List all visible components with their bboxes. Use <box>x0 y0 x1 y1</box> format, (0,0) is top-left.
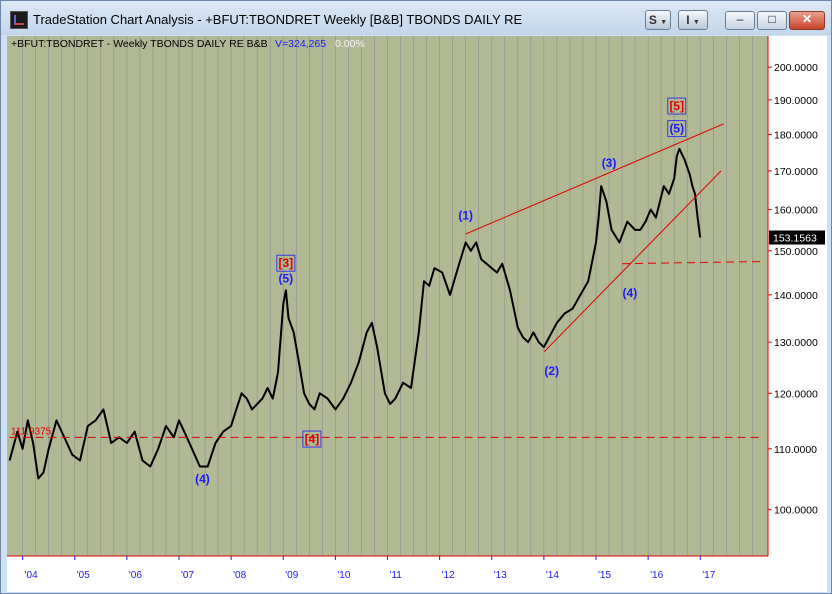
minimize-button[interactable]: – <box>725 11 755 30</box>
indicator-i-button[interactable]: I ▼ <box>678 10 708 30</box>
window-title: TradeStation Chart Analysis - +BFUT:TBON… <box>33 12 523 27</box>
symbol-label: +BFUT:TBONDRET - Weekly TBONDS DAILY RE … <box>11 38 268 50</box>
wave-annotations: (4) [3] (5) [4] (1) (2) (3) (4) [5] (5) <box>195 97 687 486</box>
wave-label-box <box>667 97 687 115</box>
y-tick-label: 180.0000 <box>774 129 818 141</box>
wave-label-box <box>276 254 296 272</box>
trendlines: 111.9375 <box>9 123 763 438</box>
y-tick-label: 120.0000 <box>774 388 818 400</box>
y-axis: 100.0000 110.0000 120.0000 130.0000 140.0000… <box>7 36 827 592</box>
wave-label: (4) <box>195 472 210 486</box>
x-tick-label: '13 <box>494 570 507 581</box>
x-tick-label: '12 <box>442 570 455 581</box>
chevron-down-icon: ▼ <box>692 19 700 26</box>
tradestation-app-icon <box>10 11 28 29</box>
y-tick-label: 100.0000 <box>774 505 818 517</box>
volume-label: V=324,265 <box>275 38 326 50</box>
x-tick-label: '11 <box>390 570 403 581</box>
wave-label-box <box>302 430 322 448</box>
x-tick-label: '16 <box>650 570 663 581</box>
last-price-badge <box>769 230 825 245</box>
maximize-button[interactable]: □ <box>757 11 787 30</box>
chart-header: +BFUT:TBONDRET - Weekly TBONDS DAILY RE … <box>11 38 365 50</box>
wave-label: [4] <box>305 432 320 446</box>
wave-label: [3] <box>279 256 294 270</box>
change-label: 0.00% <box>335 38 365 50</box>
wave-label: (2) <box>544 364 559 378</box>
y-tick-label: 160.0000 <box>774 205 818 217</box>
x-tick-label: '06 <box>129 570 142 581</box>
strategy-s-button[interactable]: S ▼ <box>645 10 671 30</box>
x-tick-label: '04 <box>25 570 38 581</box>
trendline <box>543 170 722 353</box>
y-tick-label: 200.0000 <box>774 62 818 74</box>
wave-label: (4) <box>623 286 638 300</box>
price-series <box>8 147 702 480</box>
wave-label: (1) <box>458 209 473 223</box>
x-tick-label: '09 <box>285 570 298 581</box>
y-tick-label: 190.0000 <box>774 95 818 107</box>
y-tick-label: 150.0000 <box>774 246 818 258</box>
y-axis-background <box>768 36 827 592</box>
trendline <box>465 123 724 235</box>
price-line <box>8 147 702 480</box>
x-tick-label: '08 <box>233 570 246 581</box>
last-price-label: 153.1563 <box>773 233 817 245</box>
i-button-label: I <box>686 13 690 27</box>
chevron-down-icon: ▼ <box>660 19 668 26</box>
x-tick-label: '07 <box>181 570 194 581</box>
chart-area[interactable]: 111.9375 100.0000 110.0000 120.0000 130.000… <box>7 36 827 592</box>
wave-label: (3) <box>602 156 617 170</box>
x-axis: '04 '05 '06 '07 '08 '09 '10 '11 '12 '13 '14 '15 '16 '… <box>7 555 768 581</box>
level-price-label: 111.9375 <box>11 426 52 437</box>
y-tick-label: 130.0000 <box>774 337 818 349</box>
wave-label: (5) <box>279 272 294 286</box>
wave-label: [5] <box>669 99 684 113</box>
y-tick-label: 110.0000 <box>774 444 817 456</box>
y-tick-label: 170.0000 <box>774 166 818 178</box>
s-button-label: S <box>648 13 657 27</box>
price-chart[interactable]: 111.9375 100.0000 110.0000 120.0000 130.000… <box>7 36 827 592</box>
x-tick-label: '14 <box>546 570 559 581</box>
x-tick-label: '17 <box>702 570 715 581</box>
x-tick-label: '05 <box>77 570 90 581</box>
x-axis-background <box>7 556 768 592</box>
support-level-line <box>622 261 763 265</box>
wave-label: (5) <box>669 122 684 136</box>
x-tick-label: '15 <box>598 570 611 581</box>
wave-label-box <box>667 120 687 138</box>
x-tick-label: '10 <box>337 570 350 581</box>
y-tick-label: 140.0000 <box>774 290 818 302</box>
close-button[interactable]: ✕ <box>789 11 825 30</box>
grid <box>22 36 753 556</box>
title-bar[interactable]: TradeStation Chart Analysis - +BFUT:TBON… <box>1 1 831 35</box>
